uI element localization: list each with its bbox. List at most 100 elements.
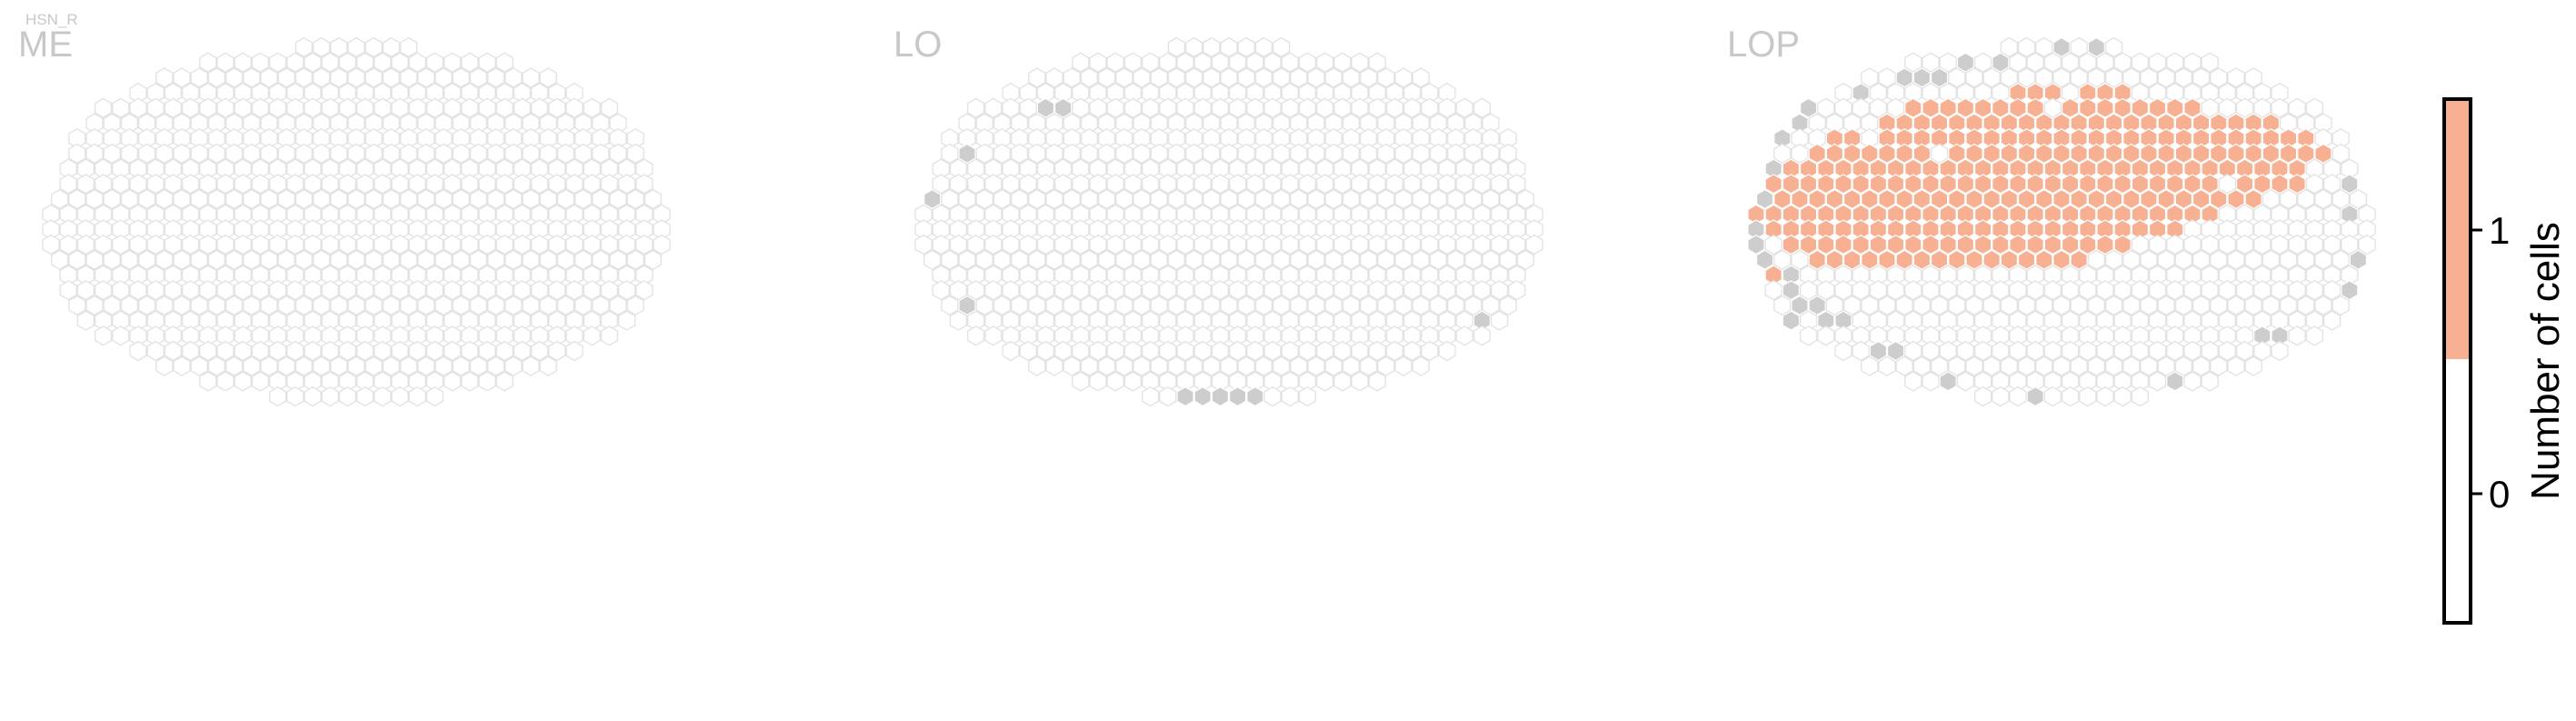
hex-empty — [305, 281, 321, 300]
hex-empty — [121, 296, 137, 315]
hex-empty — [1835, 342, 1852, 361]
hex-empty — [426, 175, 443, 194]
hex-boundary — [1888, 342, 1904, 361]
hex-empty — [2324, 235, 2341, 255]
panel-title-me: ME — [18, 25, 73, 65]
hex-empty — [278, 68, 295, 87]
hex-mapped — [2071, 190, 2087, 209]
hex-mapped — [2228, 145, 2244, 164]
hex-empty — [1835, 281, 1852, 300]
hex-empty — [383, 250, 399, 269]
hex-empty — [1046, 250, 1063, 269]
hex-empty — [2202, 98, 2218, 117]
hex-empty — [174, 356, 190, 376]
hex-mapped — [2097, 175, 2113, 194]
hex-mapped — [2184, 175, 2201, 194]
hex-empty — [2281, 250, 2297, 269]
hex-empty — [226, 145, 243, 164]
hex-mapped — [2019, 190, 2035, 209]
hex-empty — [575, 250, 592, 269]
hex-empty — [2001, 68, 2017, 87]
hex-empty — [418, 296, 434, 315]
hex-mapped — [2167, 98, 2183, 117]
hex-empty — [950, 235, 966, 255]
hex-empty — [1483, 296, 1499, 315]
hex-empty — [2123, 68, 2140, 87]
hex-empty — [1473, 326, 1490, 345]
hex-empty — [392, 281, 408, 300]
hex-mapped — [1992, 235, 2009, 255]
hex-empty — [295, 38, 312, 57]
hex-empty — [2027, 53, 2043, 72]
hex-empty — [287, 235, 304, 255]
hex-empty — [1203, 356, 1220, 376]
hex-empty — [435, 250, 452, 269]
hex-empty — [426, 281, 443, 300]
hex-mapped — [1983, 190, 2000, 209]
hex-empty — [139, 296, 155, 315]
hex-empty — [1526, 235, 1543, 255]
hex-empty — [1317, 98, 1333, 117]
hex-empty — [2132, 342, 2148, 361]
colorbar-label: Number of cells — [2523, 222, 2568, 500]
hex-empty — [244, 190, 260, 209]
hex-empty — [1081, 356, 1097, 376]
hex-empty — [2036, 296, 2052, 315]
hex-empty — [113, 281, 129, 300]
hex-empty — [295, 296, 312, 315]
hex-empty — [418, 190, 434, 209]
hex-empty — [365, 68, 382, 87]
hex-empty — [139, 145, 155, 164]
hex-mapped — [1932, 250, 1948, 269]
hex-empty — [470, 356, 486, 376]
hex-empty — [1212, 281, 1228, 300]
hex-mapped — [1992, 98, 2009, 117]
hex-mapped — [1862, 145, 1878, 164]
hex-empty — [86, 145, 103, 164]
hex-empty — [2088, 356, 2104, 376]
hex-empty — [156, 68, 173, 87]
hex-empty — [1483, 145, 1499, 164]
hex-empty — [1230, 175, 1246, 194]
hex-empty — [156, 190, 173, 209]
hex-empty — [2315, 250, 2331, 269]
hex-empty — [2088, 68, 2104, 87]
hex-empty — [627, 190, 644, 209]
hex-mapped — [1983, 250, 2000, 269]
hex-mapped — [2071, 145, 2087, 164]
hex-mapped — [1983, 145, 2000, 164]
hex-mapped — [1765, 175, 1782, 194]
hex-boundary — [924, 190, 941, 209]
hex-empty — [348, 145, 364, 164]
hex-empty — [444, 235, 461, 255]
hex-boundary — [1177, 387, 1193, 406]
hex-empty — [1055, 342, 1072, 361]
hex-empty — [2202, 235, 2218, 255]
hex-empty — [1325, 145, 1342, 164]
hex-empty — [392, 235, 408, 255]
hex-empty — [261, 68, 277, 87]
hex-empty — [261, 356, 277, 376]
hex-empty — [619, 175, 635, 194]
hex-empty — [1073, 175, 1089, 194]
hex-mapped — [1852, 175, 1869, 194]
hex-empty — [401, 145, 417, 164]
hex-empty — [1255, 250, 1272, 269]
hex-empty — [1801, 281, 1817, 300]
hex-empty — [1992, 281, 2009, 300]
hex-empty — [1116, 68, 1133, 87]
hex-mapped — [2184, 98, 2201, 117]
hex-empty — [1133, 145, 1150, 164]
hex-empty — [1055, 235, 1072, 255]
hex-empty — [2324, 311, 2341, 330]
hex-empty — [235, 342, 251, 361]
hex-mapped — [2097, 98, 2113, 117]
hex-empty — [339, 235, 355, 255]
hex-mapped — [1949, 250, 1965, 269]
hex-empty — [1343, 145, 1359, 164]
hex-empty — [1090, 235, 1106, 255]
hex-empty — [2306, 326, 2322, 345]
hex-empty — [1124, 235, 1141, 255]
hex-empty — [1369, 53, 1385, 72]
hex-empty — [549, 235, 565, 255]
